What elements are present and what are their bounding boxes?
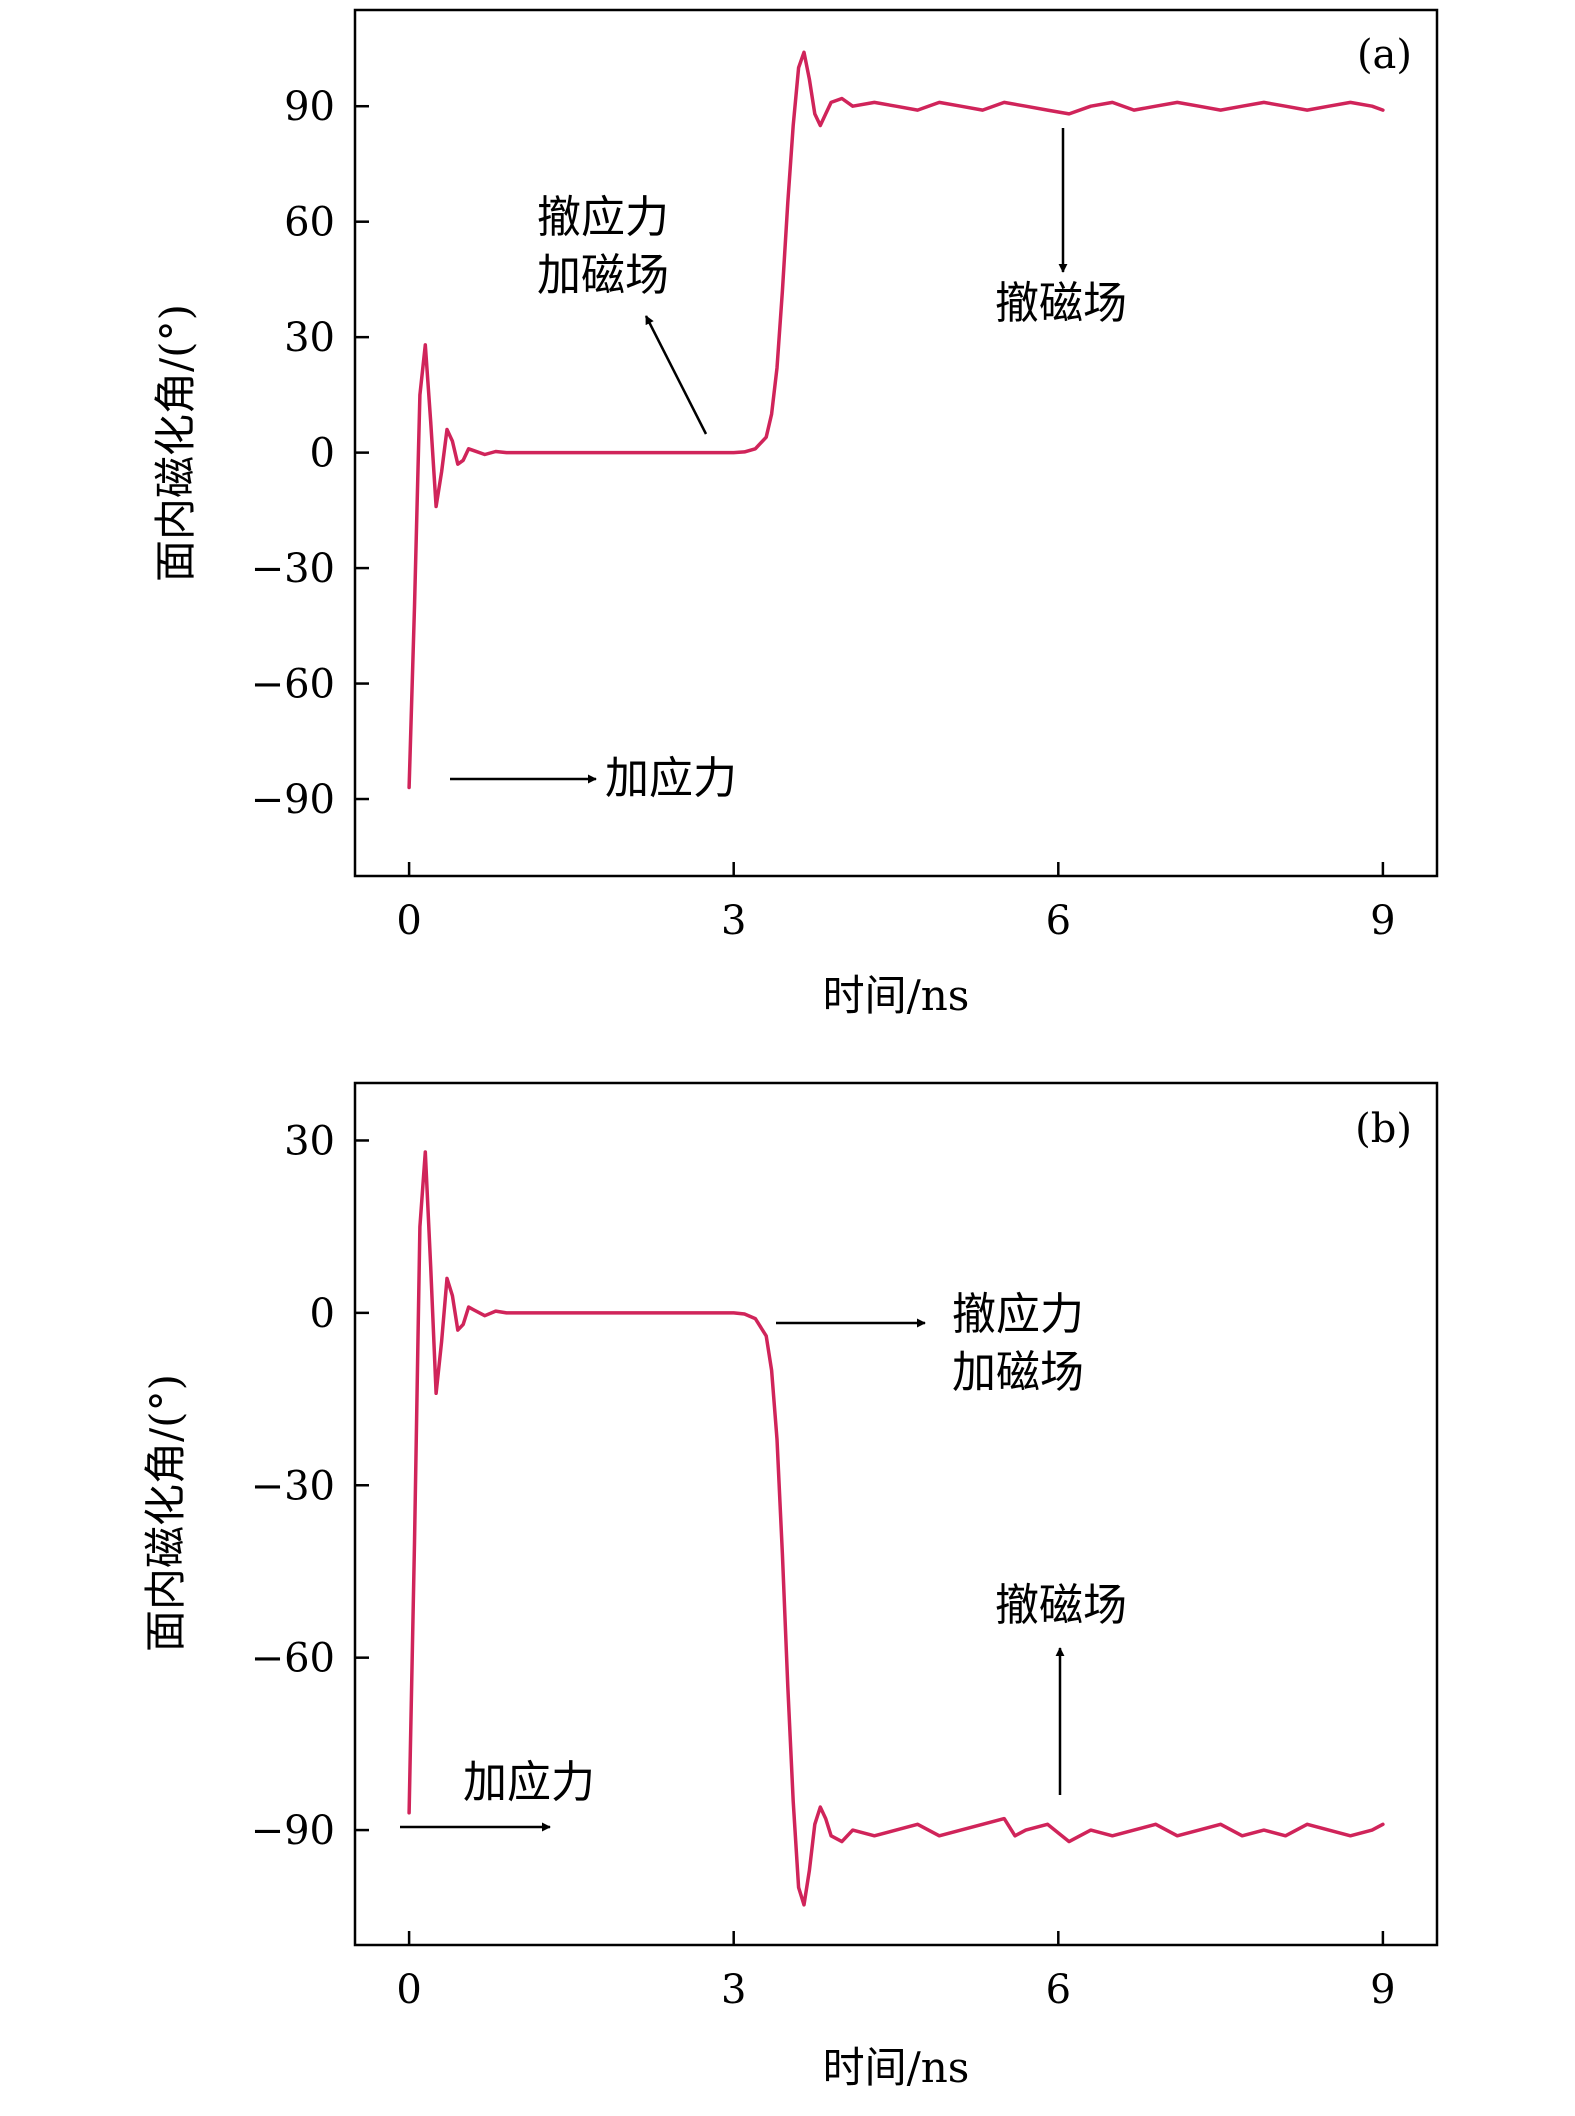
panel-a-y-tick-label: −60 [251, 662, 335, 708]
panel-a-annot-apply-stress: 加应力 [605, 753, 737, 804]
panel-b-x-tick-label: 3 [721, 1967, 746, 2013]
panel-b-y-tick-label: −60 [251, 1636, 335, 1682]
panel-b-y-axis-title: 面内磁化角/(°) [141, 1374, 190, 1652]
panel-b-annot-apply-stress: 加应力 [463, 1757, 595, 1808]
panel-a-y-tick-label: 60 [284, 200, 335, 246]
panel-a-x-tick-label: 9 [1370, 898, 1395, 944]
panel-a-x-tick-label: 3 [721, 898, 746, 944]
panel-b-x-tick-label: 0 [396, 1967, 421, 2013]
panel-b-y-tick-label: −30 [251, 1463, 335, 1509]
panel-a-y-tick-label: 30 [284, 315, 335, 361]
panel-b-x-tick-label: 9 [1370, 1967, 1395, 2013]
panel-a-plot-frame [353, 8, 1439, 878]
panel-a-y-tick-label: −90 [251, 777, 335, 823]
panel-a-label: (a) [1357, 32, 1412, 78]
panel-a-annot-remove-stress-line2: 加磁场 [537, 250, 669, 301]
panel-b-annot-remove-stress-line2: 加磁场 [952, 1347, 1084, 1398]
panel-b-x-tick-label: 6 [1046, 1967, 1071, 2013]
panel-b: 30 0 −30 −60 −90 0 3 6 9 (b) 时间/ns 面内磁化角/(°) 加应… [141, 1081, 1439, 2092]
panel-a: 90 60 30 0 −30 −60 −90 0 3 6 9 (a) 时间/ns 面内磁化角/(°… [151, 8, 1439, 1020]
panel-a-annot-remove-field: 撤磁场 [995, 278, 1127, 329]
panel-a-x-axis-title: 时间/ns [823, 971, 970, 1020]
panel-b-y-tick-label: 0 [310, 1291, 335, 1337]
panel-a-y-tick-label: 90 [284, 84, 335, 130]
panel-a-arrow-remove-stress [644, 315, 708, 435]
panel-b-y-tick-label: −90 [251, 1808, 335, 1854]
panel-a-x-ticks: 0 3 6 9 [396, 862, 1396, 944]
panel-a-y-axis-title: 面内磁化角/(°) [151, 304, 200, 582]
panel-b-series-line [407, 1150, 1385, 1907]
panel-b-plot-frame [353, 1081, 1439, 1947]
panel-b-annot-remove-stress-line1: 撤应力 [952, 1289, 1084, 1340]
panel-a-annot-remove-stress-line1: 撤应力 [537, 192, 669, 243]
panel-b-x-ticks: 0 3 6 9 [396, 1931, 1396, 2013]
panel-a-x-tick-label: 0 [396, 898, 421, 944]
panel-a-series-line [407, 50, 1385, 790]
panel-a-x-tick-label: 6 [1046, 898, 1071, 944]
panel-b-annot-remove-field: 撤磁场 [995, 1580, 1127, 1631]
panel-a-y-ticks: 90 60 30 0 −30 −60 −90 [251, 84, 369, 823]
panel-b-x-axis-title: 时间/ns [823, 2043, 970, 2092]
panel-b-y-tick-label: 30 [284, 1118, 335, 1164]
panel-b-label: (b) [1355, 1106, 1412, 1152]
panel-a-y-tick-label: −30 [251, 546, 335, 592]
panel-a-y-tick-label: 0 [310, 431, 335, 477]
panel-b-y-ticks: 30 0 −30 −60 −90 [251, 1118, 369, 1854]
